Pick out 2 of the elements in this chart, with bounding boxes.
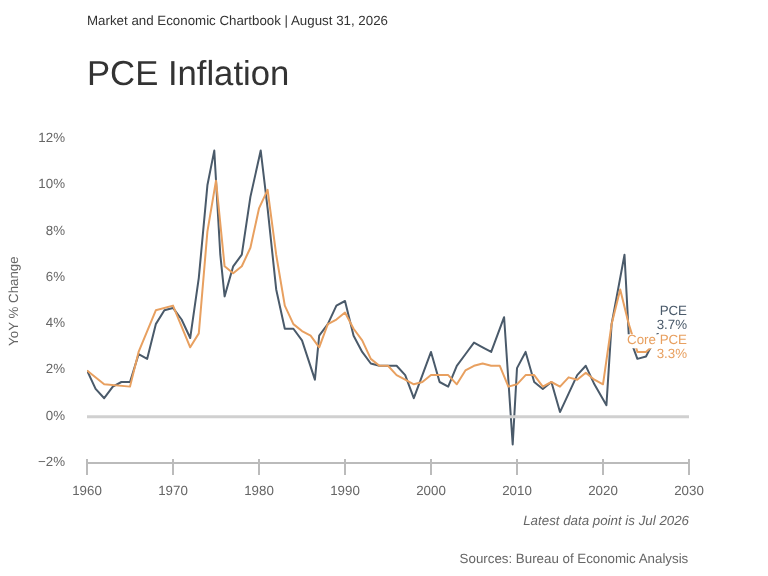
chart-title: PCE Inflation bbox=[87, 53, 290, 93]
line-series bbox=[87, 149, 660, 446]
